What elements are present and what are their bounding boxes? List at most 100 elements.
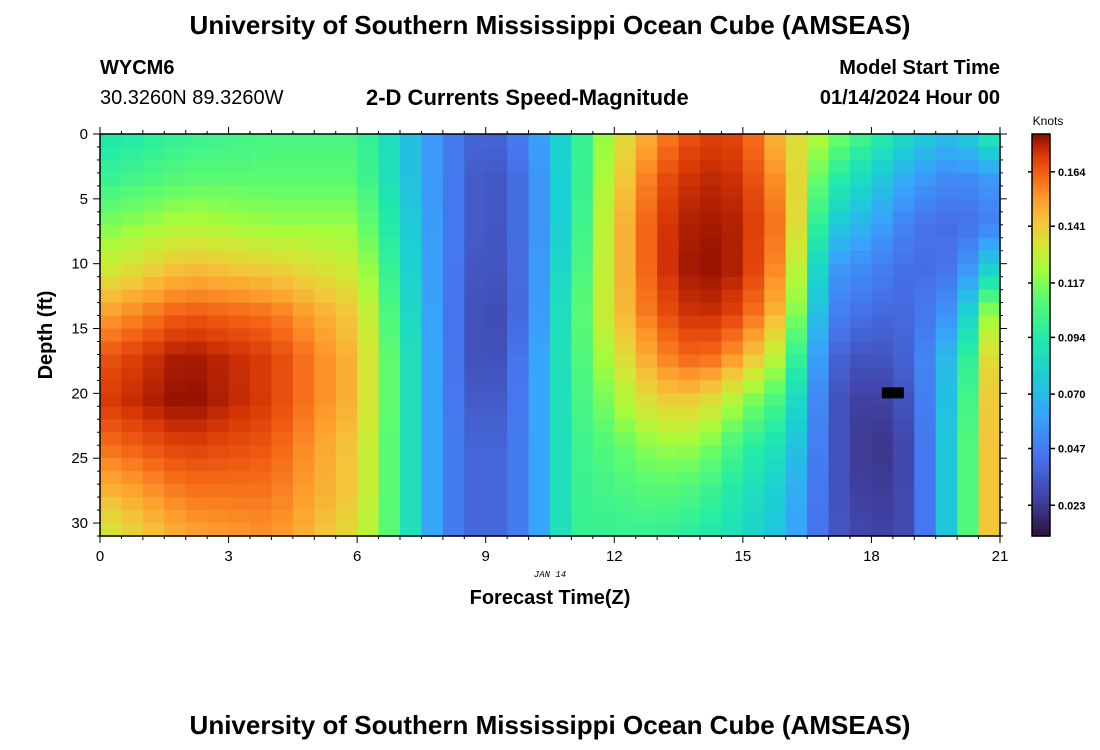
heatmap-cell xyxy=(678,211,701,226)
heatmap-cell xyxy=(828,341,851,356)
heatmap-cell xyxy=(228,484,251,498)
heatmap-cell xyxy=(957,432,980,446)
heatmap-cell xyxy=(850,237,873,252)
heatmap-cell xyxy=(400,211,423,226)
heatmap-cell xyxy=(978,406,1001,420)
heatmap-cell xyxy=(657,159,680,174)
heatmap-cell xyxy=(957,237,980,252)
heatmap-cell xyxy=(657,315,680,330)
heatmap-cell xyxy=(271,445,294,459)
heatmap-cell xyxy=(850,354,873,369)
heatmap-cell xyxy=(507,134,530,148)
heatmap-cell xyxy=(700,328,723,343)
heatmap-cell xyxy=(400,185,423,200)
heatmap-cell xyxy=(250,471,273,485)
heatmap-cell xyxy=(871,484,894,498)
colorbar-segment xyxy=(1032,201,1050,205)
heatmap-cell xyxy=(700,134,723,148)
heatmap-cell xyxy=(442,172,465,187)
heatmap-cell xyxy=(785,146,808,161)
heatmap-cell xyxy=(121,523,144,537)
heatmap-cell xyxy=(550,250,573,265)
heatmap-cell xyxy=(700,432,723,446)
heatmap-cell xyxy=(207,484,230,498)
heatmap-cell xyxy=(100,211,123,226)
heatmap-cell xyxy=(592,302,615,317)
heatmap-cell xyxy=(678,250,701,265)
heatmap-cell xyxy=(357,185,380,200)
heatmap-cell xyxy=(507,354,530,369)
heatmap-cell xyxy=(507,146,530,161)
heatmap-cell xyxy=(314,302,337,317)
heatmap-cell xyxy=(250,198,273,213)
heatmap-cell xyxy=(314,172,337,187)
heatmap-cell xyxy=(314,497,337,511)
heatmap-cell xyxy=(635,146,658,161)
colorbar-segment xyxy=(1032,408,1050,413)
heatmap-cell xyxy=(271,263,294,278)
heatmap-cell xyxy=(635,445,658,459)
heatmap-cell xyxy=(421,172,444,187)
colorbar-segment xyxy=(1032,298,1050,303)
heatmap-cell xyxy=(485,328,508,343)
heatmap-cell xyxy=(421,458,444,472)
heatmap-cell xyxy=(485,172,508,187)
heatmap-cell xyxy=(271,172,294,187)
heatmap-cell xyxy=(400,367,423,381)
heatmap-cell xyxy=(914,134,937,148)
heatmap-cell xyxy=(442,393,465,407)
model-start-value: 01/14/2024 Hour 00 xyxy=(819,87,1000,109)
heatmap-cell xyxy=(357,406,380,420)
heatmap-cell xyxy=(207,146,230,161)
heatmap-cell xyxy=(314,276,337,291)
heatmap-cell xyxy=(571,250,594,265)
heatmap-cell xyxy=(550,445,573,459)
heatmap-cell xyxy=(421,315,444,330)
heatmap-cell xyxy=(528,198,551,213)
heatmap-cell xyxy=(871,224,894,239)
heatmap-cell xyxy=(271,146,294,161)
heatmap-cell xyxy=(164,198,187,213)
heatmap-cell xyxy=(185,302,208,317)
heatmap-cell xyxy=(357,146,380,161)
heatmap-cell xyxy=(957,276,980,291)
heatmap-cell xyxy=(614,497,637,511)
heatmap-cell xyxy=(378,354,401,369)
heatmap-cell xyxy=(378,445,401,459)
heatmap-cell xyxy=(957,289,980,304)
heatmap-cell xyxy=(185,250,208,265)
heatmap-cell xyxy=(185,146,208,161)
heatmap-cell xyxy=(700,185,723,200)
heatmap-cell xyxy=(442,302,465,317)
heatmap-cell xyxy=(292,354,315,369)
heatmap-cell xyxy=(914,172,937,187)
heatmap-cell xyxy=(871,510,894,524)
colorbar-tick-label: 0.094 xyxy=(1058,332,1086,344)
colorbar-segment xyxy=(1032,355,1050,360)
heatmap-cell xyxy=(807,406,830,420)
heatmap-cell xyxy=(828,367,851,381)
heatmap-cell xyxy=(892,276,915,291)
heatmap-cell xyxy=(571,510,594,524)
heatmap-cell xyxy=(271,380,294,394)
heatmap-cell xyxy=(614,419,637,433)
heatmap-cell xyxy=(614,159,637,174)
colorbar-segment xyxy=(1032,318,1050,323)
colorbar-segment xyxy=(1032,438,1050,443)
heatmap-cell xyxy=(142,393,165,407)
heatmap-cell xyxy=(421,198,444,213)
heatmap-cell xyxy=(550,432,573,446)
heatmap-cell xyxy=(271,523,294,537)
page-title: University of Southern Mississippi Ocean… xyxy=(189,10,911,40)
colorbar-frame xyxy=(1031,133,1051,537)
heatmap-cell xyxy=(485,159,508,174)
heatmap-cell xyxy=(742,315,765,330)
heatmap-cell xyxy=(807,497,830,511)
heatmap-cell xyxy=(935,263,958,278)
heatmap-cell xyxy=(314,159,337,174)
heatmap-cell xyxy=(892,419,915,433)
heatmap-cell xyxy=(657,263,680,278)
colorbar-segment xyxy=(1032,244,1050,249)
heatmap-cell xyxy=(228,523,251,537)
heatmap-cell xyxy=(850,198,873,213)
